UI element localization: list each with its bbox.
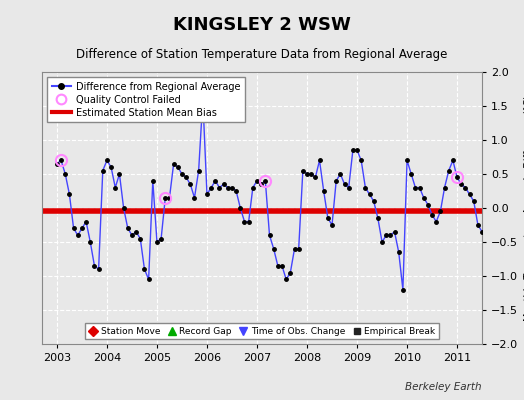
Text: KINGSLEY 2 WSW: KINGSLEY 2 WSW — [173, 16, 351, 34]
Legend: Station Move, Record Gap, Time of Obs. Change, Empirical Break: Station Move, Record Gap, Time of Obs. C… — [85, 323, 439, 340]
Text: Difference of Station Temperature Data from Regional Average: Difference of Station Temperature Data f… — [77, 48, 447, 61]
Text: Berkeley Earth: Berkeley Earth — [406, 382, 482, 392]
